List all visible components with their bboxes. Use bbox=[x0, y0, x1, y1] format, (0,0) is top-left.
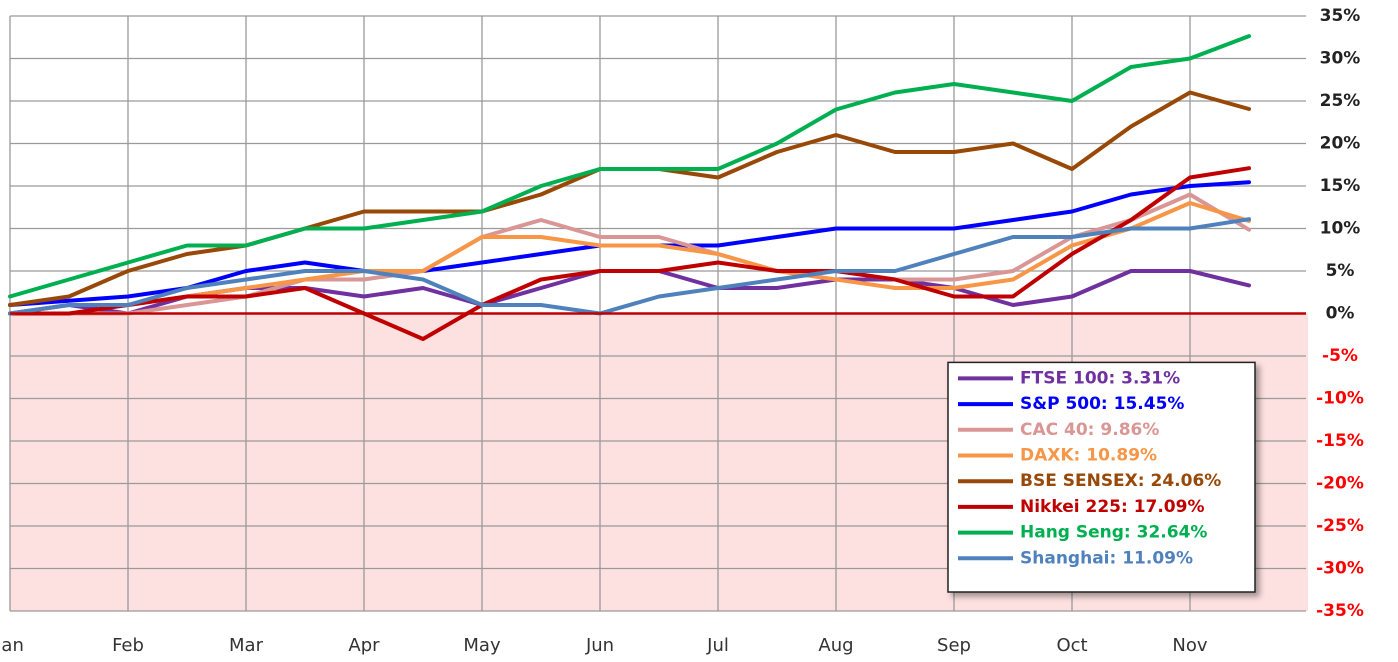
legend-label: FTSE 100: 3.31% bbox=[1020, 368, 1180, 388]
y-tick-label: 0% bbox=[1326, 304, 1355, 324]
y-tick-label: -30% bbox=[1316, 559, 1364, 579]
legend-label: Shanghai: 11.09% bbox=[1020, 548, 1193, 568]
y-tick-label: 15% bbox=[1320, 176, 1361, 196]
lines bbox=[8, 34, 1251, 341]
y-tick-label: 5% bbox=[1326, 261, 1355, 281]
legend-box bbox=[947, 361, 1256, 593]
y-tick-label: 35% bbox=[1320, 6, 1361, 26]
axes: 35% 30% 25% 20% 15% 10% 5% 0% -5% -10% -15% -20% -25… bbox=[0, 6, 1364, 656]
legend-label: Hang Seng: 32.64% bbox=[1020, 523, 1207, 543]
x-tick-label: Sep bbox=[937, 635, 971, 656]
y-tick-label: 30% bbox=[1320, 49, 1361, 69]
y-tick-label: 20% bbox=[1320, 134, 1361, 154]
y-tick-label: -10% bbox=[1316, 389, 1364, 409]
x-tick-label: Jul bbox=[706, 635, 729, 656]
x-tick-label: Jun bbox=[585, 635, 614, 656]
y-tick-label: -5% bbox=[1322, 346, 1358, 366]
x-tick-label: Feb bbox=[112, 635, 144, 656]
legend-label: BSE SENSEX: 24.06% bbox=[1020, 471, 1221, 491]
y-tick-label: 25% bbox=[1320, 91, 1361, 111]
y-tick-label: -25% bbox=[1316, 516, 1364, 536]
x-tick-label: Jan bbox=[0, 635, 24, 656]
series-line bbox=[8, 217, 1251, 316]
series-line bbox=[8, 269, 1251, 316]
series-line bbox=[8, 90, 1251, 307]
x-tick-label: Apr bbox=[348, 635, 380, 656]
series-line bbox=[8, 201, 1251, 316]
legend-label: CAC 40: 9.86% bbox=[1020, 420, 1159, 440]
series-line bbox=[8, 166, 1251, 341]
x-tick-label: Aug bbox=[818, 635, 853, 656]
legend-label: S&P 500: 15.45% bbox=[1020, 394, 1184, 414]
x-tick-label: May bbox=[463, 635, 501, 656]
x-tick-label: Oct bbox=[1056, 635, 1087, 656]
y-tick-label: -20% bbox=[1316, 474, 1364, 494]
y-tick-label: 10% bbox=[1320, 219, 1361, 239]
x-tick-label: Nov bbox=[1172, 635, 1207, 656]
legend: FTSE 100: 3.31% S&P 500: 15.45% CAC 40: 9.… bbox=[947, 361, 1256, 593]
legend-label: DAXK: 10.89% bbox=[1020, 446, 1157, 466]
series-line bbox=[8, 34, 1251, 299]
series-line bbox=[8, 192, 1251, 316]
x-tick-label: Mar bbox=[229, 635, 264, 656]
y-tick-label: -35% bbox=[1316, 601, 1364, 621]
y-tick-label: -15% bbox=[1316, 431, 1364, 451]
legend-label: Nikkei 225: 17.09% bbox=[1020, 497, 1205, 517]
